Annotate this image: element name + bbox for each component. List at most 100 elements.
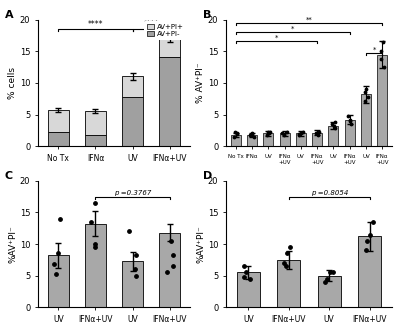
Y-axis label: %AV⁺PI⁻: %AV⁺PI⁻ — [8, 225, 17, 263]
Point — [232, 129, 239, 135]
Text: C: C — [4, 171, 13, 181]
Bar — [358, 236, 382, 307]
Point — [92, 200, 98, 206]
Point — [51, 262, 57, 267]
Point — [363, 87, 369, 92]
Point — [241, 274, 247, 280]
Point — [363, 248, 369, 253]
Legend: AV+PI+, AV+PI-: AV+PI+, AV+PI- — [144, 21, 186, 40]
Point — [330, 123, 337, 128]
Point — [249, 130, 255, 135]
Point — [295, 131, 302, 137]
Bar — [236, 272, 260, 307]
Point — [234, 131, 240, 136]
Text: *: * — [275, 35, 278, 41]
Point — [313, 130, 319, 135]
Point — [132, 253, 139, 258]
Point — [283, 264, 289, 269]
Point — [243, 270, 250, 275]
Point — [379, 39, 386, 44]
Point — [380, 64, 387, 70]
Text: *: * — [291, 26, 294, 32]
Point — [298, 131, 304, 136]
Point — [364, 94, 371, 100]
Point — [126, 229, 132, 234]
Point — [281, 132, 287, 137]
Point — [378, 49, 384, 54]
Point — [92, 244, 98, 250]
Bar — [48, 132, 69, 146]
Point — [345, 113, 352, 119]
Bar — [318, 276, 341, 307]
Point — [249, 131, 256, 137]
Point — [287, 244, 294, 250]
Point — [88, 219, 94, 224]
Bar — [312, 133, 322, 146]
Bar — [48, 255, 69, 307]
Y-axis label: %AV⁺PI⁻: %AV⁺PI⁻ — [196, 225, 205, 263]
Point — [324, 276, 330, 282]
Point — [378, 56, 384, 62]
Point — [133, 273, 140, 278]
Point — [314, 131, 320, 136]
Point — [370, 219, 376, 224]
Point — [296, 133, 303, 138]
Text: D: D — [203, 171, 212, 181]
Point — [283, 129, 290, 134]
Bar — [122, 76, 143, 97]
Text: A: A — [4, 10, 13, 20]
Point — [281, 260, 288, 266]
Point — [131, 267, 138, 272]
Bar — [48, 110, 69, 132]
Point — [280, 131, 287, 137]
Point — [330, 270, 336, 275]
Point — [170, 253, 176, 258]
Point — [266, 131, 272, 136]
Point — [366, 232, 373, 237]
Point — [284, 251, 290, 256]
Point — [230, 134, 237, 139]
Point — [322, 279, 328, 285]
Point — [316, 129, 322, 134]
Point — [300, 129, 306, 135]
Point — [332, 126, 339, 131]
Point — [362, 98, 368, 103]
Text: *: * — [372, 47, 376, 53]
Point — [52, 272, 59, 277]
Point — [328, 121, 335, 126]
Point — [332, 120, 338, 125]
Point — [55, 251, 61, 256]
Bar — [277, 260, 300, 307]
Bar — [159, 233, 180, 307]
Point — [168, 238, 174, 244]
Bar — [328, 126, 338, 146]
Point — [314, 132, 321, 137]
Bar — [85, 224, 106, 307]
Bar — [280, 133, 290, 146]
Text: p =0.8054: p =0.8054 — [310, 190, 348, 196]
Point — [364, 238, 370, 244]
Bar — [377, 54, 387, 146]
Bar — [361, 94, 371, 146]
Point — [247, 132, 253, 137]
Point — [346, 118, 353, 124]
Text: ****: **** — [143, 20, 159, 29]
Bar — [296, 133, 306, 146]
Point — [251, 134, 258, 139]
Point — [362, 90, 368, 95]
Bar — [345, 120, 355, 146]
Y-axis label: % cells: % cells — [8, 67, 17, 99]
Point — [264, 133, 270, 138]
Bar — [159, 38, 180, 56]
Bar — [263, 133, 273, 146]
Point — [346, 117, 353, 122]
Point — [92, 241, 98, 247]
Point — [347, 121, 354, 126]
Bar — [85, 111, 106, 135]
Point — [57, 216, 64, 221]
Point — [266, 129, 273, 135]
Bar — [122, 97, 143, 146]
Bar — [85, 135, 106, 146]
Bar — [159, 56, 180, 146]
Point — [240, 264, 247, 269]
